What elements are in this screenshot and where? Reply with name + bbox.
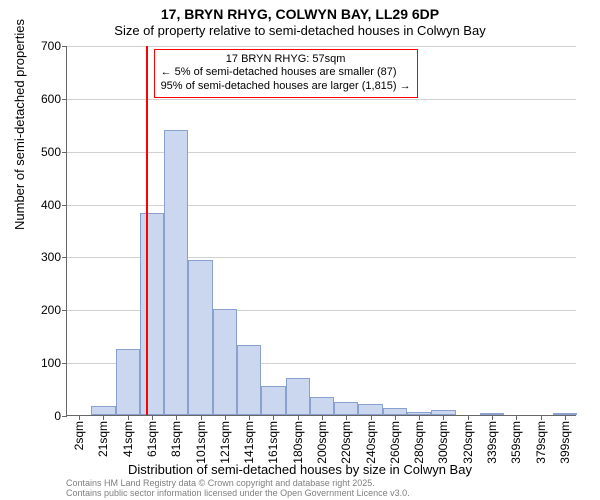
x-tick-mark bbox=[79, 415, 80, 420]
footer-line-1: Contains HM Land Registry data © Crown c… bbox=[66, 478, 410, 488]
x-tick-label: 399sqm bbox=[558, 421, 572, 464]
histogram-bar bbox=[116, 349, 140, 415]
y-tick-label: 300 bbox=[41, 250, 61, 264]
y-tick-mark bbox=[62, 152, 67, 153]
x-tick-mark bbox=[103, 415, 104, 420]
x-tick-mark bbox=[371, 415, 372, 420]
y-tick-mark bbox=[62, 416, 67, 417]
annotation-line: 17 BRYN RHYG: 57sqm bbox=[161, 53, 411, 67]
grid-line bbox=[67, 46, 576, 47]
x-tick-label: 300sqm bbox=[436, 421, 450, 464]
x-tick-mark bbox=[516, 415, 517, 420]
y-tick-label: 200 bbox=[41, 303, 61, 317]
x-tick-label: 41sqm bbox=[121, 421, 135, 457]
histogram-bar bbox=[237, 345, 261, 415]
x-tick-mark bbox=[225, 415, 226, 420]
y-tick-mark bbox=[62, 99, 67, 100]
x-tick-mark bbox=[443, 415, 444, 420]
y-tick-label: 700 bbox=[41, 39, 61, 53]
x-tick-label: 220sqm bbox=[339, 421, 353, 464]
x-tick-mark bbox=[298, 415, 299, 420]
x-tick-mark bbox=[249, 415, 250, 420]
histogram-bar bbox=[334, 402, 358, 415]
x-tick-label: 240sqm bbox=[364, 421, 378, 464]
chart-subtitle: Size of property relative to semi-detach… bbox=[0, 23, 600, 39]
x-axis-label: Distribution of semi-detached houses by … bbox=[0, 462, 600, 477]
property-marker-line bbox=[146, 46, 148, 415]
x-tick-label: 81sqm bbox=[169, 421, 183, 457]
x-tick-label: 21sqm bbox=[96, 421, 110, 457]
x-tick-label: 339sqm bbox=[485, 421, 499, 464]
y-tick-label: 500 bbox=[41, 145, 61, 159]
x-tick-mark bbox=[541, 415, 542, 420]
x-tick-label: 379sqm bbox=[534, 421, 548, 464]
annotation-line: 95% of semi-detached houses are larger (… bbox=[161, 80, 411, 94]
plot-area: 01002003004005006007002sqm21sqm41sqm61sq… bbox=[66, 46, 576, 416]
x-tick-mark bbox=[395, 415, 396, 420]
chart-title: 17, BRYN RHYG, COLWYN BAY, LL29 6DP bbox=[0, 0, 600, 23]
y-axis-label: Number of semi-detached properties bbox=[12, 19, 27, 230]
chart-container: 17, BRYN RHYG, COLWYN BAY, LL29 6DP Size… bbox=[0, 0, 600, 500]
grid-line bbox=[67, 205, 576, 206]
x-tick-label: 320sqm bbox=[461, 421, 475, 464]
x-tick-mark bbox=[346, 415, 347, 420]
x-tick-mark bbox=[492, 415, 493, 420]
histogram-bar bbox=[310, 397, 334, 416]
x-tick-label: 280sqm bbox=[412, 421, 426, 464]
y-tick-label: 400 bbox=[41, 198, 61, 212]
histogram-bar bbox=[213, 309, 237, 415]
y-tick-label: 100 bbox=[41, 356, 61, 370]
x-tick-label: 141sqm bbox=[242, 421, 256, 464]
x-tick-label: 359sqm bbox=[509, 421, 523, 464]
x-tick-mark bbox=[273, 415, 274, 420]
x-tick-label: 101sqm bbox=[194, 421, 208, 464]
x-tick-mark bbox=[565, 415, 566, 420]
x-tick-mark bbox=[201, 415, 202, 420]
x-tick-label: 200sqm bbox=[315, 421, 329, 464]
histogram-bar bbox=[261, 386, 285, 415]
histogram-bar bbox=[91, 406, 115, 416]
x-tick-label: 2sqm bbox=[72, 421, 86, 450]
x-tick-mark bbox=[468, 415, 469, 420]
histogram-bar bbox=[383, 408, 407, 415]
x-tick-label: 161sqm bbox=[266, 421, 280, 464]
histogram-bar bbox=[188, 260, 212, 415]
grid-line bbox=[67, 152, 576, 153]
footer-attribution: Contains HM Land Registry data © Crown c… bbox=[66, 478, 410, 499]
x-tick-label: 260sqm bbox=[388, 421, 402, 464]
histogram-bar bbox=[164, 130, 188, 415]
x-tick-label: 61sqm bbox=[145, 421, 159, 457]
y-tick-mark bbox=[62, 363, 67, 364]
y-tick-mark bbox=[62, 310, 67, 311]
annotation-line: ← 5% of semi-detached houses are smaller… bbox=[161, 66, 411, 80]
x-tick-mark bbox=[419, 415, 420, 420]
grid-line bbox=[67, 99, 576, 100]
x-tick-label: 121sqm bbox=[218, 421, 232, 464]
annotation-box: 17 BRYN RHYG: 57sqm← 5% of semi-detached… bbox=[154, 49, 418, 98]
x-tick-mark bbox=[152, 415, 153, 420]
x-tick-mark bbox=[322, 415, 323, 420]
histogram-bar bbox=[358, 404, 382, 415]
x-tick-mark bbox=[176, 415, 177, 420]
y-tick-mark bbox=[62, 257, 67, 258]
footer-line-2: Contains public sector information licen… bbox=[66, 488, 410, 498]
y-tick-mark bbox=[62, 46, 67, 47]
x-tick-label: 180sqm bbox=[291, 421, 305, 464]
y-tick-label: 0 bbox=[54, 409, 61, 423]
y-tick-mark bbox=[62, 205, 67, 206]
y-tick-label: 600 bbox=[41, 92, 61, 106]
x-tick-mark bbox=[128, 415, 129, 420]
histogram-bar bbox=[140, 213, 164, 415]
histogram-bar bbox=[286, 378, 310, 415]
